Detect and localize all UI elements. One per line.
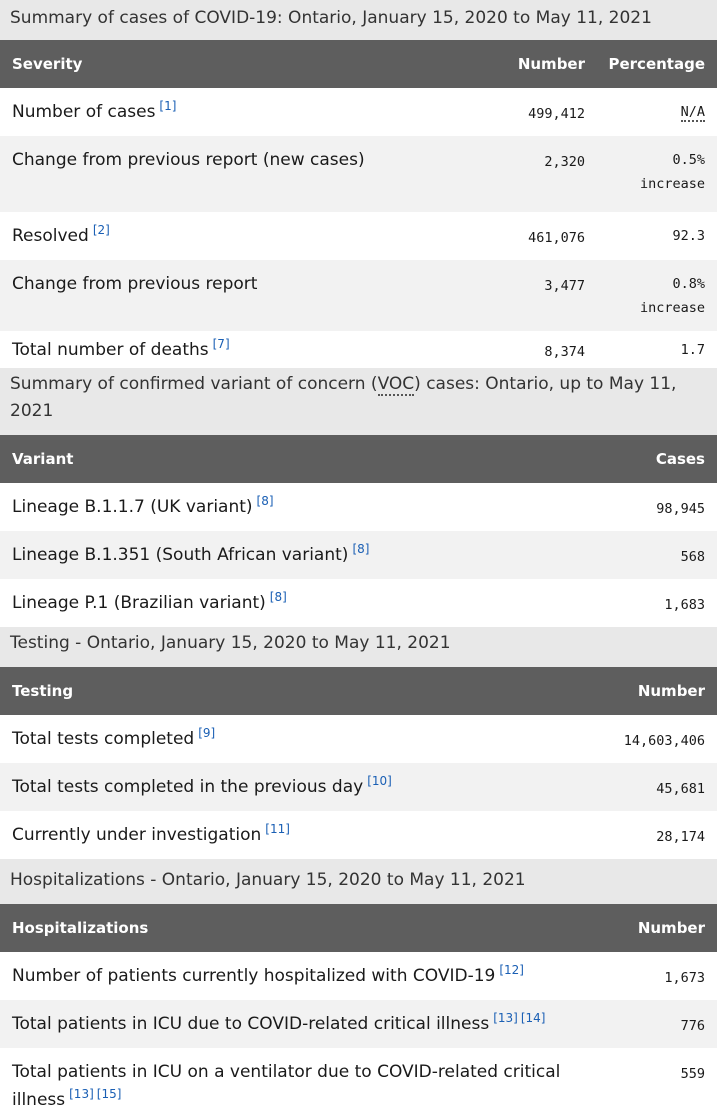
cases-table: Summary of cases of COVID-19: Ontario, J… — [0, 0, 717, 368]
footnote-link[interactable]: [13] — [69, 1087, 94, 1102]
row-label: Resolved — [12, 226, 89, 246]
row-value: 1,673 — [664, 970, 705, 986]
row-label: Total tests completed — [12, 729, 195, 749]
footnote-link[interactable]: [1] — [159, 99, 177, 114]
header-testing: Testing — [12, 682, 74, 700]
header-number: Number — [637, 682, 705, 700]
footnote-link[interactable]: [13] — [493, 1011, 518, 1026]
row-percentage: 0.5% increase — [639, 152, 705, 192]
table-row: Number of cases [1] 499,412 N/A — [0, 88, 717, 136]
row-value: 14,603,406 — [623, 733, 705, 749]
footnote-link[interactable]: [2] — [92, 223, 110, 238]
row-percentage: 1.7 — [680, 342, 705, 358]
variant-table-caption: Summary of confirmed variant of concern … — [0, 368, 717, 435]
header-percentage: Percentage — [608, 55, 705, 73]
row-label: Number of patients currently hospitalize… — [12, 966, 496, 986]
header-hospitalizations: Hospitalizations — [12, 919, 149, 937]
header-variant: Variant — [12, 450, 74, 468]
hospitalizations-table: Hospitalizations - Ontario, January 15, … — [0, 859, 717, 1120]
footnote-link[interactable]: [9] — [198, 726, 216, 741]
row-value: 568 — [680, 549, 705, 565]
table-row: Change from previous report 3,477 0.8% i… — [0, 260, 717, 331]
hospitalizations-table-caption: Hospitalizations - Ontario, January 15, … — [0, 859, 717, 904]
row-number: 8,374 — [544, 344, 585, 360]
table-row: Currently under investigation [11] 28,174 — [0, 811, 717, 859]
row-label: Lineage B.1.1.7 (UK variant) — [12, 497, 253, 517]
footnote-link[interactable]: [12] — [499, 963, 524, 978]
footnote-link[interactable]: [8] — [256, 494, 274, 509]
header-cases: Cases — [655, 450, 705, 468]
footnote-link[interactable]: [8] — [269, 590, 287, 605]
table-row: Lineage B.1.1.7 (UK variant) [8] 98,945 — [0, 483, 717, 531]
table-row: Lineage B.1.351 (South African variant)[… — [0, 531, 717, 579]
row-value: 776 — [680, 1018, 705, 1034]
testing-table-header: Testing Number — [0, 667, 717, 715]
row-percentage: 92.3 — [672, 228, 705, 244]
row-value: 28,174 — [656, 829, 705, 845]
row-label: Lineage B.1.351 (South African variant) — [12, 545, 349, 565]
table-row: Total patients in ICU due to COVID-relat… — [0, 1000, 717, 1048]
footnote-link[interactable]: [8] — [352, 542, 370, 557]
voc-abbreviation: VOC — [377, 374, 415, 396]
row-percentage: 0.8% increase — [639, 276, 705, 316]
footnote-link[interactable]: [11] — [265, 822, 290, 837]
testing-table: Testing - Ontario, January 15, 2020 to M… — [0, 627, 717, 859]
header-severity: Severity — [12, 55, 83, 73]
row-label: Change from previous report (new cases) — [12, 150, 365, 170]
header-number: Number — [517, 55, 585, 73]
row-label: Lineage P.1 (Brazilian variant) — [12, 593, 266, 613]
row-label: Total tests completed in the previous da… — [12, 777, 364, 797]
table-row: Resolved [2] 461,076 92.3 — [0, 212, 717, 260]
table-row: Number of patients currently hospitalize… — [0, 952, 717, 1000]
cases-table-header: Severity Number Percentage — [0, 40, 717, 88]
row-value: 45,681 — [656, 781, 705, 797]
footnote-link[interactable]: [14] — [520, 1011, 546, 1026]
footnote-link[interactable]: [7] — [212, 337, 230, 352]
row-label: Total patients in ICU due to COVID-relat… — [12, 1014, 490, 1034]
table-row: Total tests completed in the previous da… — [0, 763, 717, 811]
variant-table-header: Variant Cases — [0, 435, 717, 483]
row-label: Total number of deaths — [12, 340, 209, 360]
row-number: 3,477 — [544, 278, 585, 294]
row-label: Change from previous report — [12, 274, 258, 294]
table-row: Total patients in ICU on a ventilator du… — [0, 1048, 717, 1120]
table-row: Change from previous report (new cases) … — [0, 136, 717, 212]
row-label: Currently under investigation — [12, 825, 262, 845]
na-abbreviation: N/A — [680, 104, 705, 122]
footnote-link[interactable]: [15] — [96, 1087, 122, 1102]
row-value: 98,945 — [656, 501, 705, 517]
table-row: Total number of deaths [7] 8,374 1.7 — [0, 331, 717, 368]
hospitalizations-table-header: Hospitalizations Number — [0, 904, 717, 952]
row-number: 461,076 — [528, 230, 585, 246]
table-row: Total tests completed [9] 14,603,406 — [0, 715, 717, 763]
row-value: 1,683 — [664, 597, 705, 613]
footnote-link[interactable]: [10] — [367, 774, 392, 789]
row-label: Total patients in ICU on a ventilator du… — [12, 1062, 561, 1110]
row-number: 2,320 — [544, 154, 585, 170]
cases-table-caption: Summary of cases of COVID-19: Ontario, J… — [0, 0, 717, 40]
row-label: Number of cases — [12, 102, 156, 122]
row-number: 499,412 — [528, 106, 585, 122]
variant-table: Summary of confirmed variant of concern … — [0, 368, 717, 627]
header-number: Number — [637, 919, 705, 937]
row-value: 559 — [680, 1066, 705, 1082]
row-percentage: N/A — [585, 88, 705, 124]
table-row: Lineage P.1 (Brazilian variant) [8] 1,683 — [0, 579, 717, 627]
testing-table-caption: Testing - Ontario, January 15, 2020 to M… — [0, 627, 717, 667]
